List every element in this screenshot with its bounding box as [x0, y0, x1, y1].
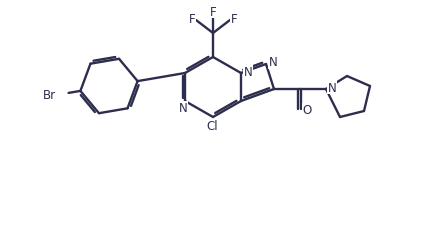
Text: Cl: Cl — [206, 120, 218, 133]
Text: F: F — [210, 5, 216, 18]
Text: F: F — [231, 12, 237, 25]
Text: O: O — [302, 104, 312, 117]
Text: N: N — [244, 65, 252, 78]
Text: N: N — [178, 102, 187, 115]
Text: Br: Br — [42, 88, 56, 101]
Text: F: F — [189, 12, 196, 25]
Text: N: N — [269, 56, 278, 69]
Text: N: N — [328, 81, 336, 94]
